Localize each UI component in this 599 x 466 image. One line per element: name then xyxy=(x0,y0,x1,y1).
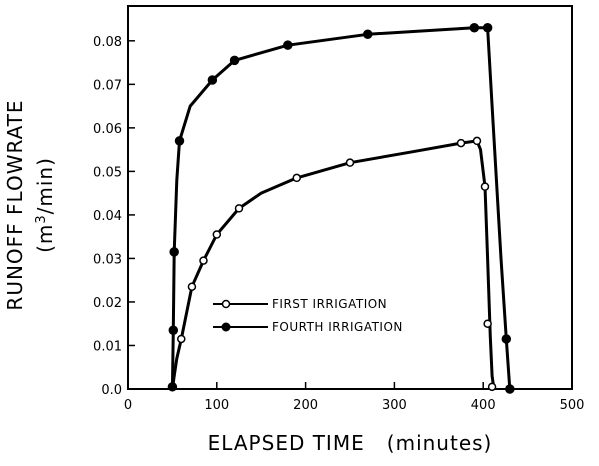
x-axis-ticks: 0 100 200 300 400 500 xyxy=(124,382,585,413)
series-line-first xyxy=(170,139,496,390)
data-point-fourth xyxy=(505,384,515,394)
data-point-first xyxy=(480,182,490,191)
y-axis-unit: (m3/min) xyxy=(33,157,57,253)
data-point-fourth xyxy=(167,382,178,392)
y-tick-label: 0.0 xyxy=(101,383,122,398)
y-tick-label: 0.05 xyxy=(93,165,122,180)
data-point-fourth xyxy=(168,325,179,335)
legend: FIRST IRRIGATION FOURTH IRRIGATION xyxy=(213,297,403,334)
data-point-fourth xyxy=(283,40,293,50)
data-point-first xyxy=(212,230,222,239)
data-point-fourth xyxy=(169,247,179,257)
legend-marker-fourth xyxy=(221,322,231,332)
data-point-first xyxy=(187,282,197,291)
x-axis-title: ELAPSED TIME (minutes) xyxy=(208,431,493,455)
data-point-fourth xyxy=(363,29,373,40)
y-tick-label: 0.01 xyxy=(93,339,122,354)
data-point-fourth xyxy=(174,136,185,146)
data-point-first xyxy=(487,382,497,392)
series-curves xyxy=(170,26,512,390)
x-tick-label: 200 xyxy=(293,398,318,413)
data-point-fourth xyxy=(501,334,512,344)
y-tick-label: 0.07 xyxy=(93,78,122,93)
legend-marker-first xyxy=(221,299,231,309)
x-tick-label: 100 xyxy=(204,398,229,413)
y-tick-label: 0.06 xyxy=(93,122,122,137)
data-point-first xyxy=(472,136,482,146)
series-line-fourth xyxy=(170,26,512,390)
y-tick-label: 0.02 xyxy=(93,296,122,311)
data-point-fourth xyxy=(469,23,480,33)
data-point-fourth xyxy=(207,75,218,85)
legend-label-fourth: FOURTH IRRIGATION xyxy=(272,320,403,334)
series-markers xyxy=(167,23,515,394)
data-point-fourth xyxy=(229,55,240,66)
data-point-first xyxy=(234,204,244,213)
x-tick-label: 400 xyxy=(471,398,496,413)
y-tick-label: 0.04 xyxy=(93,209,122,224)
y-tick-label: 0.08 xyxy=(93,35,122,50)
y-tick-label: 0.03 xyxy=(93,252,122,267)
x-tick-label: 0 xyxy=(124,398,132,413)
y-axis-title: RUNOFF FLOWRATE xyxy=(3,99,27,310)
data-point-first xyxy=(292,173,301,183)
x-tick-label: 300 xyxy=(382,398,407,413)
data-point-first xyxy=(456,138,466,148)
data-point-first xyxy=(177,334,186,344)
data-point-fourth xyxy=(482,23,493,33)
data-point-first xyxy=(483,319,492,328)
legend-label-first: FIRST IRRIGATION xyxy=(272,297,387,311)
x-tick-label: 500 xyxy=(560,398,585,413)
plot-frame xyxy=(127,5,573,390)
y-axis-ticks: 0.0 0.01 0.02 0.03 0.04 0.05 0.06 0.07 0.08 xyxy=(93,35,135,398)
data-point-first xyxy=(199,256,208,265)
data-point-first xyxy=(345,158,355,167)
